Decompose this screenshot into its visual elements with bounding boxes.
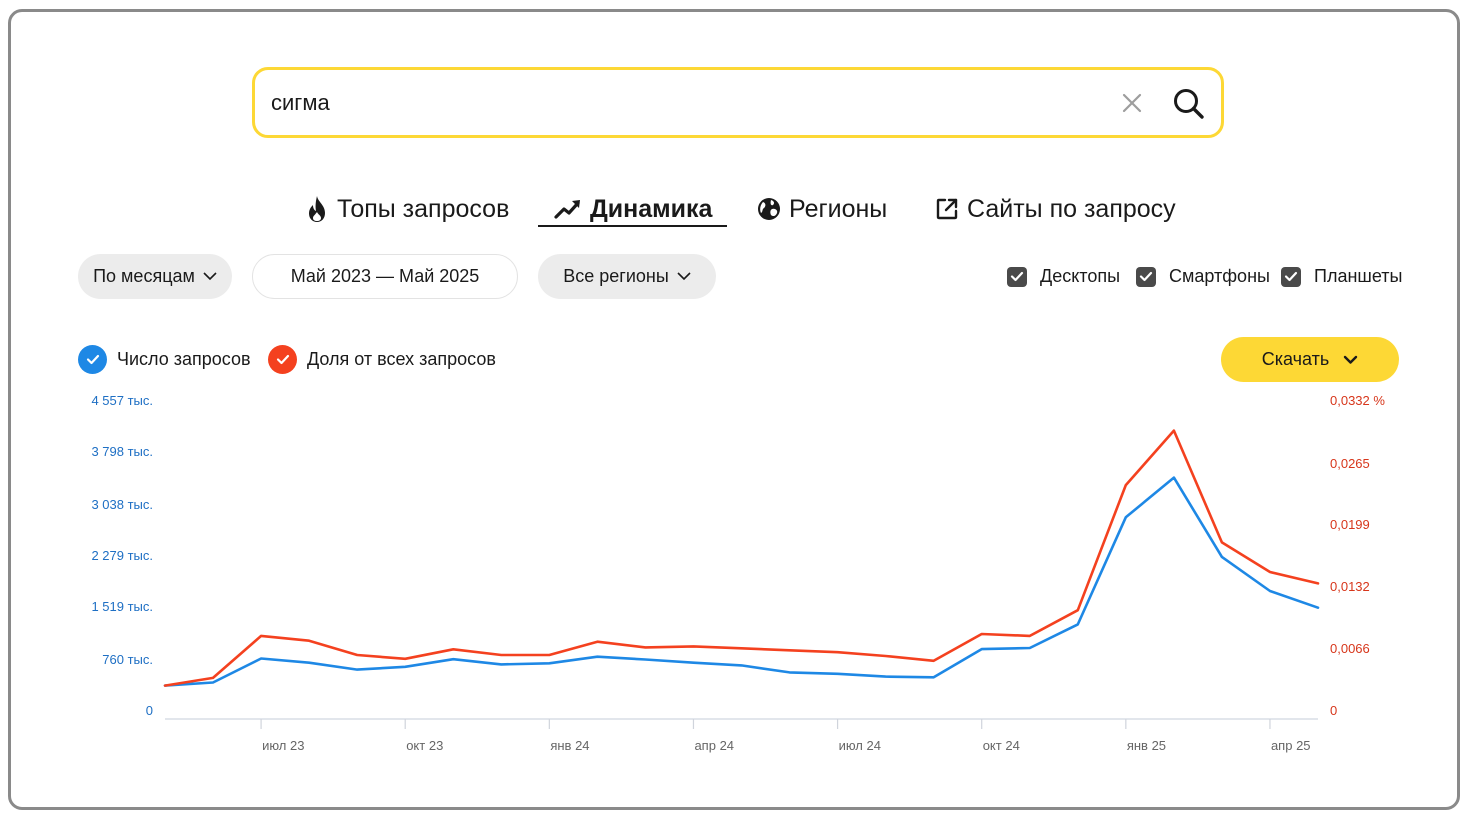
checkbox-label: Планшеты (1314, 266, 1403, 286)
search-box[interactable] (252, 67, 1224, 138)
search-input[interactable] (271, 84, 1091, 122)
x-tick-label: июл 23 (262, 738, 304, 753)
clear-icon[interactable] (1121, 92, 1143, 114)
tab-top-queries[interactable]: Топы запросов (305, 190, 509, 228)
external-link-icon (936, 198, 958, 220)
regions-label: Все регионы (563, 266, 669, 286)
tab-dynamics[interactable]: Динамика (554, 190, 712, 228)
date-range-select[interactable]: Май 2023 — Май 2025 (252, 254, 518, 299)
checkbox-label: Десктопы (1040, 266, 1121, 286)
y-right-tick-label: 0,0332 % (1330, 393, 1385, 408)
y-left-tick-label: 3 798 тыс. (91, 444, 153, 459)
x-tick-label: июл 24 (839, 738, 881, 753)
x-tick-label: окт 24 (983, 738, 1020, 753)
y-right-tick-label: 0,0066 (1330, 641, 1370, 656)
tab-label: Топы запросов (337, 194, 510, 223)
legend-label: Доля от всех запросов (307, 349, 496, 369)
device-checkbox-tablet[interactable]: Планшеты (1281, 266, 1402, 287)
screen-frame (8, 9, 1460, 810)
period-select[interactable]: По месяцам (78, 254, 232, 299)
x-tick-label: окт 23 (406, 738, 443, 753)
chevron-down-icon (203, 272, 217, 281)
y-left-tick-label: 1 519 тыс. (91, 599, 153, 614)
legend-check-icon (78, 345, 107, 374)
period-label: По месяцам (93, 266, 195, 286)
globe-icon (758, 198, 780, 220)
fire-icon (309, 196, 325, 222)
chevron-down-icon (1344, 355, 1358, 364)
y-right-tick-label: 0,0265 (1330, 456, 1370, 471)
checkbox-checked-icon (1136, 266, 1156, 287)
y-left-tick-label: 0 (146, 703, 153, 718)
checkbox-checked-icon (1281, 266, 1301, 287)
tab-sites[interactable]: Сайты по запросу (935, 190, 1176, 228)
legend-label: Число запросов (117, 349, 251, 369)
x-tick-label: янв 24 (550, 738, 589, 753)
x-tick-label: апр 25 (1271, 738, 1311, 753)
device-checkbox-desktop[interactable]: Десктопы (1007, 266, 1120, 287)
tab-label: Динамика (590, 194, 713, 223)
checkbox-label: Смартфоны (1169, 266, 1270, 286)
tab-label: Регионы (789, 194, 888, 223)
date-range-label: Май 2023 — Май 2025 (290, 266, 480, 286)
legend-item-share[interactable]: Доля от всех запросов (268, 345, 496, 374)
y-left-tick-label: 3 038 тыс. (91, 497, 153, 512)
device-checkbox-smartphone[interactable]: Смартфоны (1136, 266, 1270, 287)
trend-icon (554, 200, 580, 219)
legend-check-icon (268, 345, 297, 374)
y-right-tick-label: 0,0199 (1330, 517, 1370, 532)
tab-label: Сайты по запросу (967, 194, 1176, 223)
y-left-tick-label: 2 279 тыс. (91, 548, 153, 563)
checkbox-checked-icon (1007, 266, 1027, 287)
download-button[interactable]: Скачать (1221, 337, 1399, 382)
regions-select[interactable]: Все регионы (538, 254, 716, 299)
x-tick-label: апр 24 (694, 738, 734, 753)
active-tab-underline (538, 225, 727, 227)
search-icon[interactable] (1171, 86, 1207, 122)
y-left-tick-label: 4 557 тыс. (91, 393, 153, 408)
y-left-tick-label: 760 тыс. (102, 652, 153, 667)
y-right-tick-label: 0,0132 (1330, 579, 1370, 594)
legend-item-queries[interactable]: Число запросов (78, 345, 251, 374)
x-tick-label: янв 25 (1127, 738, 1166, 753)
y-right-tick-label: 0 (1330, 703, 1337, 718)
chevron-down-icon (677, 272, 691, 281)
tab-regions[interactable]: Регионы (757, 190, 887, 228)
series-line-queries (163, 476, 1320, 687)
download-label: Скачать (1261, 349, 1330, 369)
series-line-share (163, 429, 1320, 687)
